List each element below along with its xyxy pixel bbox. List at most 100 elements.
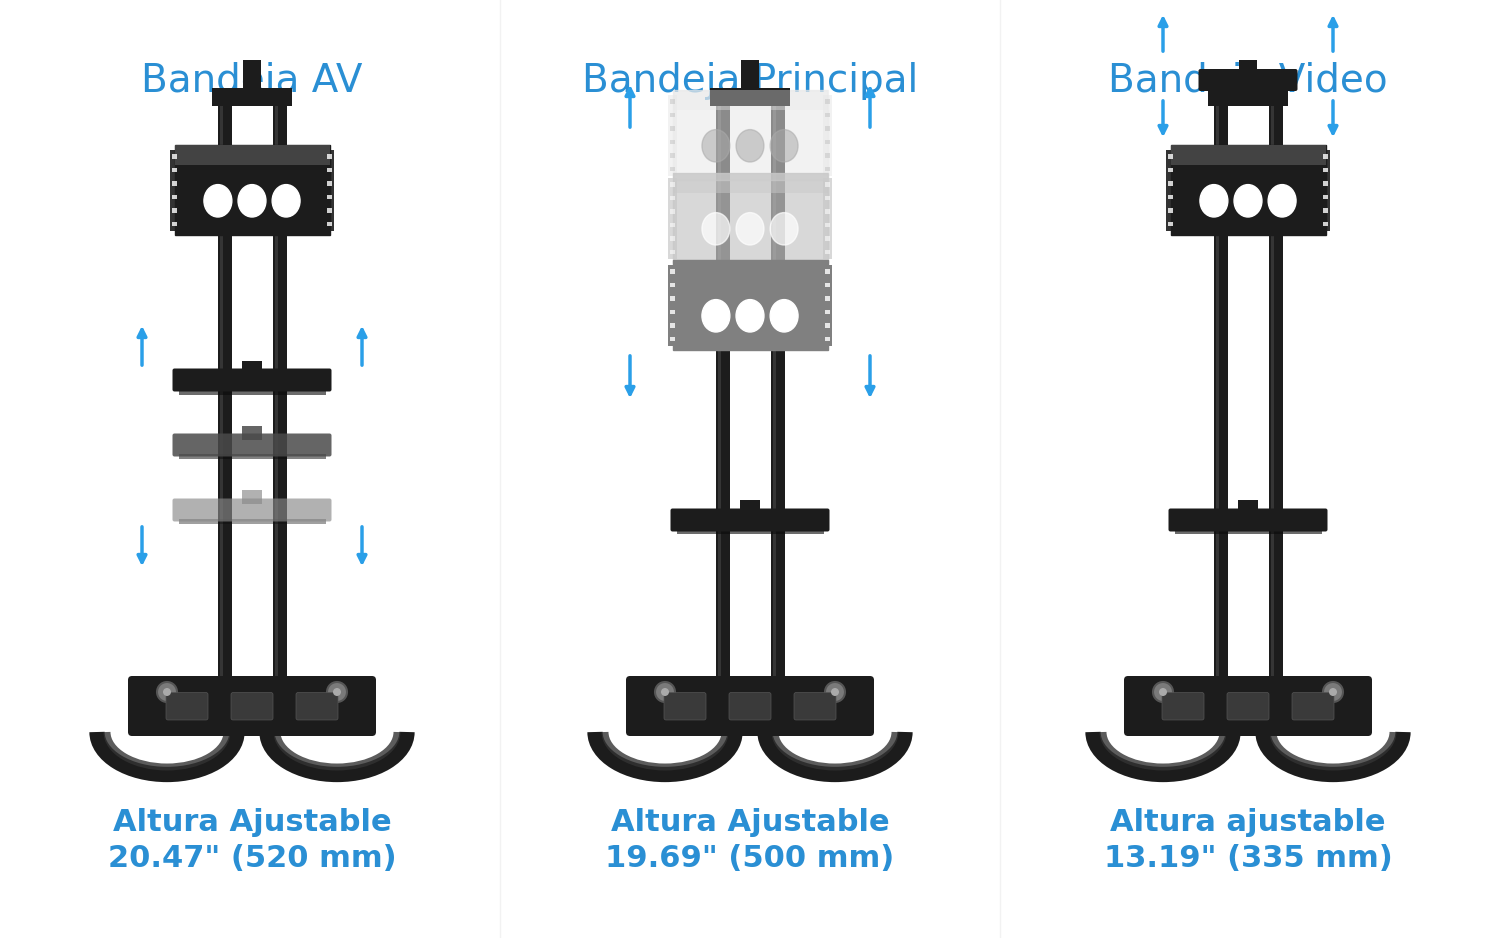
Bar (327, 168, 333, 172)
Bar (1170, 145, 1326, 165)
Bar (825, 182, 831, 187)
Text: 20.47" (520 mm): 20.47" (520 mm) (108, 844, 396, 873)
Bar (1167, 181, 1173, 186)
Ellipse shape (238, 185, 266, 217)
Bar (824, 177, 833, 259)
Text: Bandeja Video: Bandeja Video (1108, 62, 1388, 100)
Bar (825, 282, 831, 287)
Bar (1238, 501, 1258, 515)
Bar (217, 88, 231, 680)
Bar (243, 60, 261, 88)
FancyBboxPatch shape (172, 498, 332, 522)
Bar (327, 208, 333, 213)
Bar (825, 337, 831, 341)
Bar (668, 177, 676, 259)
FancyBboxPatch shape (1227, 692, 1269, 720)
FancyBboxPatch shape (670, 508, 830, 532)
Bar (825, 310, 831, 314)
Bar (327, 221, 333, 226)
Text: 19.69" (500 mm): 19.69" (500 mm) (606, 844, 894, 873)
Bar (672, 260, 828, 280)
Bar (669, 236, 675, 240)
FancyBboxPatch shape (1292, 692, 1334, 720)
FancyBboxPatch shape (172, 433, 332, 457)
Bar (676, 529, 824, 535)
Bar (669, 167, 675, 171)
Bar (1323, 208, 1329, 213)
Bar (825, 269, 831, 274)
Circle shape (1154, 682, 1173, 702)
Bar (669, 209, 675, 214)
Circle shape (1323, 682, 1342, 702)
Bar (825, 195, 831, 200)
Ellipse shape (736, 213, 764, 245)
Bar (825, 250, 831, 254)
Bar (170, 149, 178, 231)
Bar (669, 337, 675, 341)
Text: Bandeja AV: Bandeja AV (141, 62, 363, 100)
Text: Bandeja Principal: Bandeja Principal (582, 62, 918, 100)
Ellipse shape (702, 129, 730, 162)
Bar (772, 88, 776, 680)
Bar (825, 167, 831, 171)
Ellipse shape (204, 185, 232, 217)
Bar (710, 88, 791, 106)
Ellipse shape (702, 213, 730, 245)
Bar (669, 296, 675, 300)
Bar (171, 208, 177, 213)
Bar (740, 501, 760, 515)
Bar (669, 195, 675, 200)
Bar (669, 153, 675, 158)
Bar (171, 221, 177, 226)
Bar (669, 99, 675, 103)
Bar (327, 181, 333, 186)
FancyBboxPatch shape (174, 145, 330, 235)
Circle shape (1329, 688, 1336, 696)
FancyBboxPatch shape (166, 692, 208, 720)
Bar (242, 491, 262, 505)
FancyBboxPatch shape (626, 676, 874, 736)
Bar (825, 323, 831, 327)
Bar (669, 140, 675, 144)
Bar (716, 88, 729, 680)
Bar (219, 88, 222, 680)
Bar (327, 194, 333, 199)
Bar (174, 145, 330, 165)
FancyBboxPatch shape (1124, 676, 1372, 736)
Ellipse shape (1234, 185, 1262, 217)
Circle shape (164, 688, 171, 696)
Bar (1323, 194, 1329, 199)
Bar (669, 269, 675, 274)
Bar (1167, 168, 1173, 172)
Bar (1166, 149, 1174, 231)
Bar (326, 149, 334, 231)
Bar (1167, 194, 1173, 199)
Bar (825, 126, 831, 130)
Bar (825, 236, 831, 240)
Bar (668, 95, 676, 175)
Bar (771, 88, 784, 680)
Bar (242, 360, 262, 374)
Bar (672, 90, 828, 110)
Circle shape (1160, 688, 1167, 696)
Bar (741, 60, 759, 88)
Ellipse shape (770, 129, 798, 162)
Bar (1167, 208, 1173, 213)
Bar (273, 88, 286, 680)
Bar (274, 88, 278, 680)
Ellipse shape (1268, 185, 1296, 217)
Bar (669, 126, 675, 130)
Text: Altura Ajustable: Altura Ajustable (610, 808, 890, 837)
Ellipse shape (272, 185, 300, 217)
FancyBboxPatch shape (672, 260, 828, 350)
Bar (1208, 88, 1288, 106)
Circle shape (158, 682, 177, 702)
Bar (669, 182, 675, 187)
Bar (1167, 221, 1173, 226)
Bar (825, 113, 831, 117)
Bar (669, 222, 675, 227)
FancyBboxPatch shape (1162, 692, 1204, 720)
Bar (242, 426, 262, 440)
Bar (1215, 88, 1218, 680)
FancyBboxPatch shape (172, 369, 332, 391)
